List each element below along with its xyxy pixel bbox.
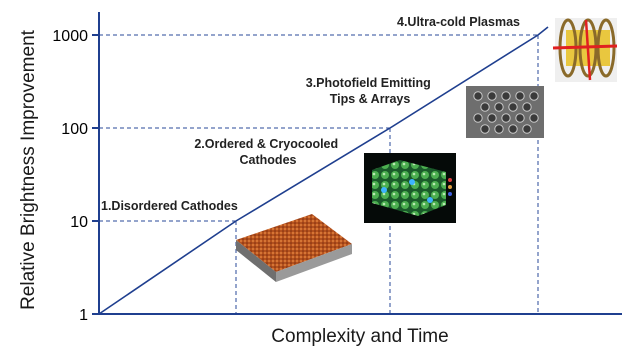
plasma-trap-image (552, 18, 618, 82)
rough-surface-image (236, 214, 352, 282)
tip (522, 102, 532, 112)
series-line (98, 26, 549, 315)
series-line-path (98, 26, 549, 315)
tip (480, 102, 490, 112)
crystal-lattice-image (364, 153, 456, 223)
y-tick-labels: 1 10 100 1000 (52, 28, 88, 324)
tip (515, 91, 525, 101)
y-tick-label: 100 (61, 121, 88, 138)
tip (480, 124, 490, 134)
tip (529, 91, 539, 101)
tip (508, 124, 518, 134)
annotation-3-line-1: 3.Photofield Emitting (306, 76, 431, 90)
annotation-4-line-1: 4.Ultra-cold Plasmas (397, 15, 520, 29)
annotations: 1.Disordered Cathodes 2.Ordered & Cryoco… (101, 15, 520, 213)
annotation-3: 3.Photofield Emitting Tips & Arrays (306, 76, 434, 106)
tip (522, 124, 532, 134)
tip (494, 102, 504, 112)
y-ticks (92, 34, 99, 315)
y-tick-label: 1000 (52, 28, 88, 45)
annotation-2-line-1: 2.Ordered & Cryocooled (194, 137, 338, 151)
axes (98, 12, 622, 315)
y-axis-title: Relative Brightness Improvement (18, 29, 39, 310)
tip (529, 113, 539, 123)
annotation-2: 2.Ordered & Cryocooled Cathodes (194, 137, 341, 167)
tip-array-image (466, 86, 544, 138)
tip (487, 91, 497, 101)
y-tick-label: 10 (70, 214, 88, 231)
x-axis-title: Complexity and Time (271, 326, 448, 347)
annotation-2-line-2: Cathodes (240, 153, 297, 167)
tip (494, 124, 504, 134)
annotation-4: 4.Ultra-cold Plasmas (397, 15, 520, 29)
tip (487, 113, 497, 123)
tip (508, 102, 518, 112)
tip (473, 91, 483, 101)
annotation-1: 1.Disordered Cathodes (101, 199, 238, 213)
tip (515, 113, 525, 123)
tip (501, 91, 511, 101)
annotation-1-line-1: 1.Disordered Cathodes (101, 199, 238, 213)
tip (501, 113, 511, 123)
tip (473, 113, 483, 123)
y-tick-label: 1 (79, 307, 88, 324)
annotation-3-line-2: Tips & Arrays (330, 92, 411, 106)
